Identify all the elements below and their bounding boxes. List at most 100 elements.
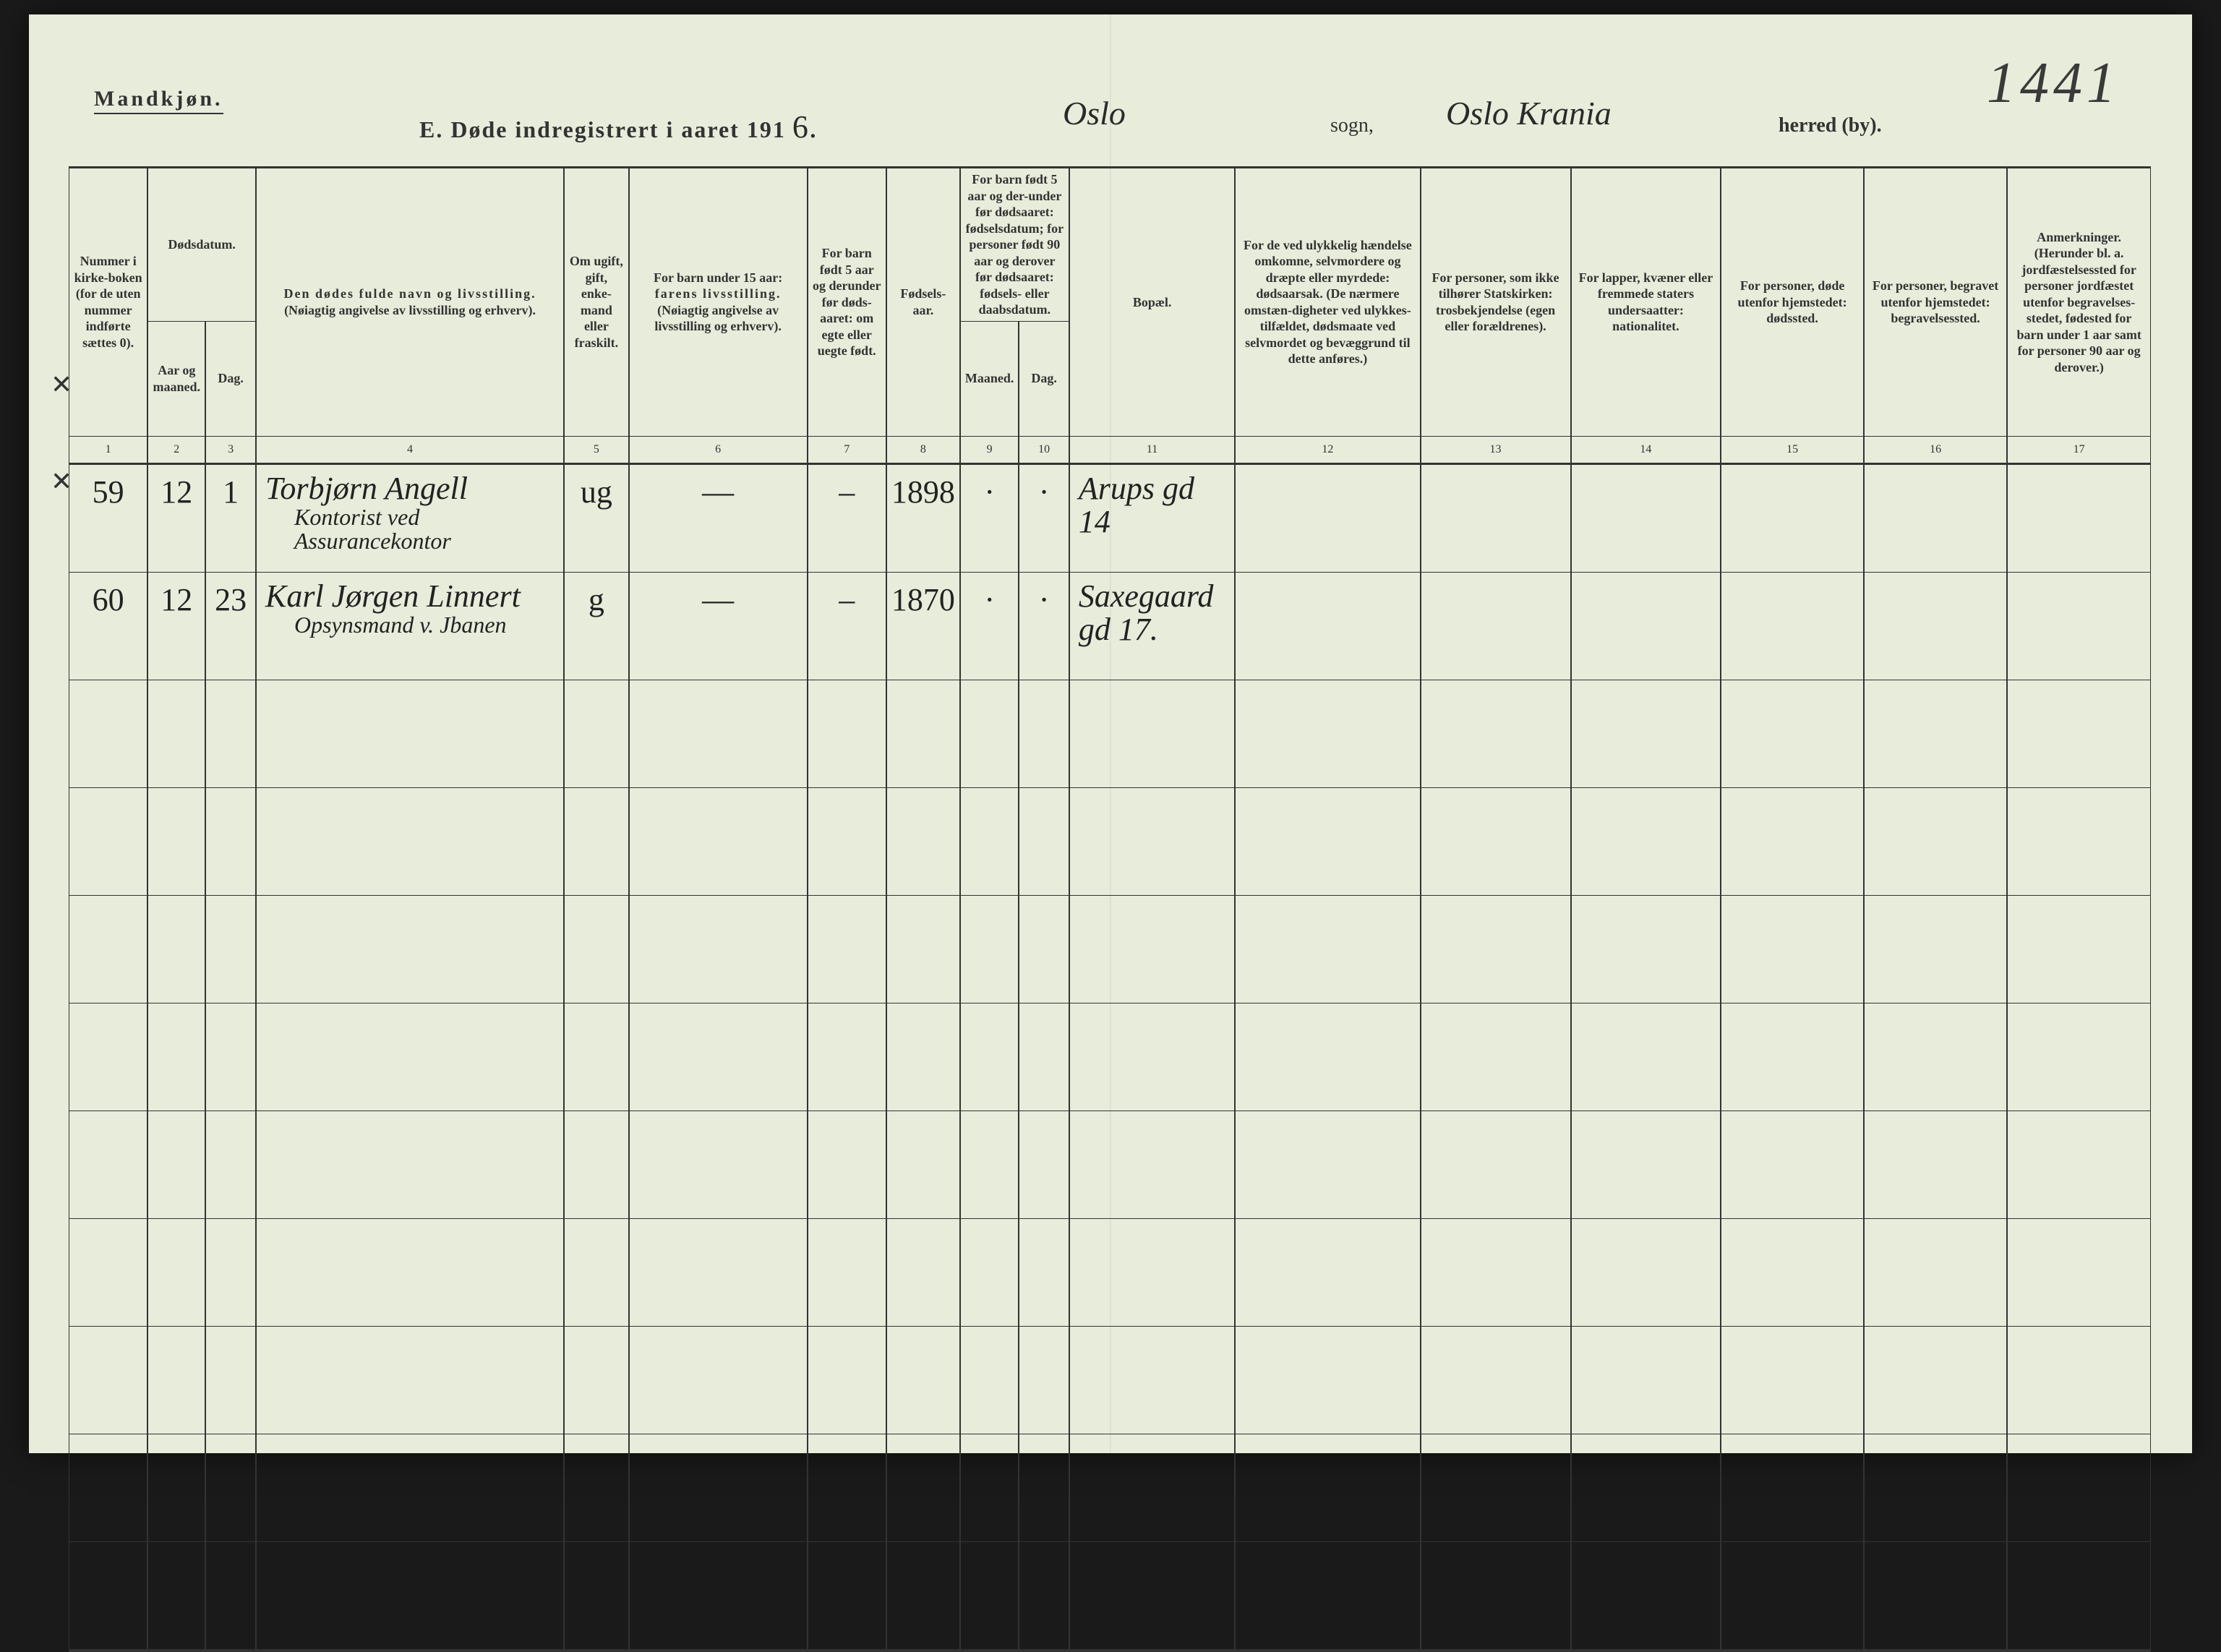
table-cell	[256, 680, 564, 788]
table-cell	[1571, 1003, 1721, 1111]
column-number: 11	[1069, 436, 1235, 465]
table-cell	[1571, 896, 1721, 1003]
table-cell	[1864, 788, 2007, 896]
table-cell: ug	[564, 465, 629, 573]
table-cell: Saxegaard gd 17.	[1069, 573, 1235, 680]
table-cell	[1864, 1003, 2007, 1111]
table-cell	[960, 680, 1019, 788]
table-cell	[1721, 1111, 1864, 1219]
table-cell	[69, 1542, 147, 1650]
table-cell: –	[808, 573, 886, 680]
col-11-header: Bopæl.	[1069, 168, 1235, 436]
table-cell	[960, 1327, 1019, 1434]
table-cell	[2007, 573, 2151, 680]
col-9-10-group: For barn født 5 aar og der-under før død…	[960, 168, 1069, 322]
col-4-header: Den dødes fulde navn og livsstilling. (N…	[256, 168, 564, 436]
table-cell	[1019, 680, 1069, 788]
table-cell	[1069, 896, 1235, 1003]
table-cell: 59	[69, 465, 147, 573]
table-cell	[205, 1434, 256, 1542]
table-cell	[2007, 896, 2151, 1003]
table-cell	[629, 1542, 808, 1650]
year-handwritten: 6.	[792, 109, 818, 145]
table-cell	[2007, 1219, 2151, 1327]
table-cell	[256, 1003, 564, 1111]
table-cell	[69, 1111, 147, 1219]
table-cell: —	[629, 465, 808, 573]
table-cell	[1864, 1327, 2007, 1434]
table-row	[69, 1327, 2151, 1434]
table-cell	[1421, 573, 1571, 680]
table-cell	[256, 1327, 564, 1434]
table-cell	[1019, 896, 1069, 1003]
table-cell: 60	[69, 573, 147, 680]
row-mark-icon: ✕	[51, 466, 72, 497]
table-cell	[1235, 1542, 1420, 1650]
col-3-sub: Dag.	[205, 322, 256, 436]
table-cell	[205, 680, 256, 788]
col-7-header: For barn født 5 aar og derunder før døds…	[808, 168, 886, 436]
table-cell	[205, 1111, 256, 1219]
col-13-header: For personer, som ikke tilhører Statskir…	[1421, 168, 1571, 436]
table-row	[69, 896, 2151, 1003]
table-row: 59121Torbjørn AngellKontorist ved Assura…	[69, 465, 2151, 573]
table-cell	[1069, 1327, 1235, 1434]
col-17-header: Anmerkninger. (Herunder bl. a. jordfæste…	[2007, 168, 2151, 436]
column-number: 2	[147, 436, 205, 465]
column-number: 17	[2007, 436, 2151, 465]
table-cell	[886, 1111, 960, 1219]
table-cell	[1235, 1434, 1420, 1542]
table-cell	[1235, 896, 1420, 1003]
table-cell	[960, 1111, 1019, 1219]
table-cell	[1421, 1219, 1571, 1327]
table-cell	[2007, 1003, 2151, 1111]
table-cell	[960, 1542, 1019, 1650]
table-cell	[629, 1219, 808, 1327]
column-number: 5	[564, 436, 629, 465]
table-cell	[69, 788, 147, 896]
table-cell	[886, 1219, 960, 1327]
table-cell	[147, 788, 205, 896]
table-cell	[564, 788, 629, 896]
table-cell	[1571, 465, 1721, 573]
col-14-header: For lapper, kvæner eller fremmede stater…	[1571, 168, 1721, 436]
table-cell	[960, 1219, 1019, 1327]
table-cell	[1019, 788, 1069, 896]
table-cell: g	[564, 573, 629, 680]
column-number: 14	[1571, 436, 1721, 465]
table-row	[69, 788, 2151, 896]
page-header: Mandkjøn. E. Døde indregistrert i aaret …	[72, 80, 2149, 145]
table-cell	[1721, 1434, 1864, 1542]
table-cell	[1421, 1434, 1571, 1542]
table-cell	[256, 1111, 564, 1219]
table-cell	[1721, 1003, 1864, 1111]
col-5-header: Om ugift, gift, enke-mand eller fraskilt…	[564, 168, 629, 436]
col-6-line1: For barn under 15 aar:	[654, 270, 782, 285]
table-cell	[960, 1003, 1019, 1111]
col-6-header: For barn under 15 aar: farens livsstilli…	[629, 168, 808, 436]
table-cell	[1571, 1327, 1721, 1434]
table-cell	[1864, 1219, 2007, 1327]
table-cell	[1421, 1003, 1571, 1111]
table-cell	[564, 1219, 629, 1327]
table-cell	[1019, 1003, 1069, 1111]
sogn-value: Oslo	[1063, 94, 1126, 132]
table-cell	[1235, 788, 1420, 896]
table-cell	[808, 896, 886, 1003]
table-cell	[256, 1434, 564, 1542]
table-cell: –	[808, 465, 886, 573]
table-cell	[205, 896, 256, 1003]
column-number: 4	[256, 436, 564, 465]
table-cell: ·	[1019, 573, 1069, 680]
table-cell: 12	[147, 573, 205, 680]
table-cell	[808, 1111, 886, 1219]
table-cell	[1864, 1434, 2007, 1542]
table-cell: ·	[960, 573, 1019, 680]
table-cell	[629, 788, 808, 896]
title-prefix: E. Døde indregistrert i aaret 191	[419, 116, 786, 142]
table-cell	[629, 1434, 808, 1542]
table-cell: ·	[1019, 465, 1069, 573]
column-number: 16	[1864, 436, 2007, 465]
table-cell	[960, 896, 1019, 1003]
table-cell	[69, 1003, 147, 1111]
